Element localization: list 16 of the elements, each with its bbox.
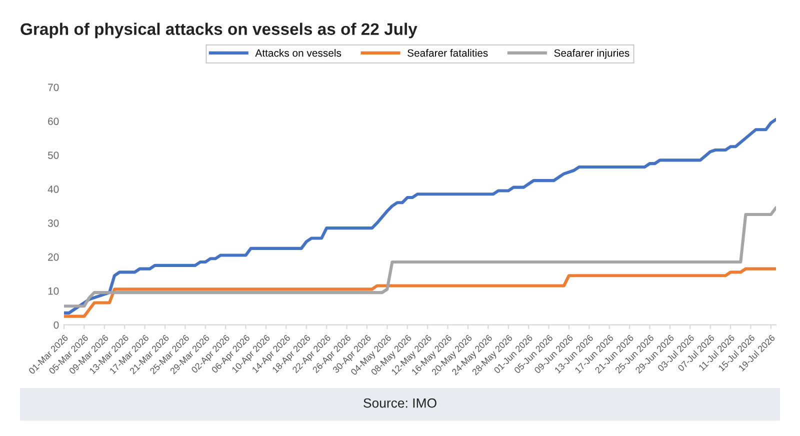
line-series xyxy=(64,206,776,308)
line-series xyxy=(64,118,776,314)
y-tick-label: 30 xyxy=(48,219,59,227)
legend-label: Seafarer injuries xyxy=(554,49,630,59)
y-tick-label: 60 xyxy=(48,118,59,126)
y-tick-label: 40 xyxy=(48,186,59,193)
y-tick-label: 0 xyxy=(54,321,59,329)
source-note: Source: IMO xyxy=(364,398,436,408)
legend-label: Seafarer fatalities xyxy=(408,49,488,57)
y-tick-label: 70 xyxy=(48,84,59,92)
line-series xyxy=(64,267,776,318)
y-tick-label: 20 xyxy=(48,253,59,261)
y-tick-label: 50 xyxy=(48,152,59,159)
legend-label: Attacks on vessels xyxy=(255,49,342,57)
y-tick-label: 10 xyxy=(48,287,59,295)
chart-title: Graph of physical attacks on vessels as of 22 July xyxy=(20,22,418,38)
